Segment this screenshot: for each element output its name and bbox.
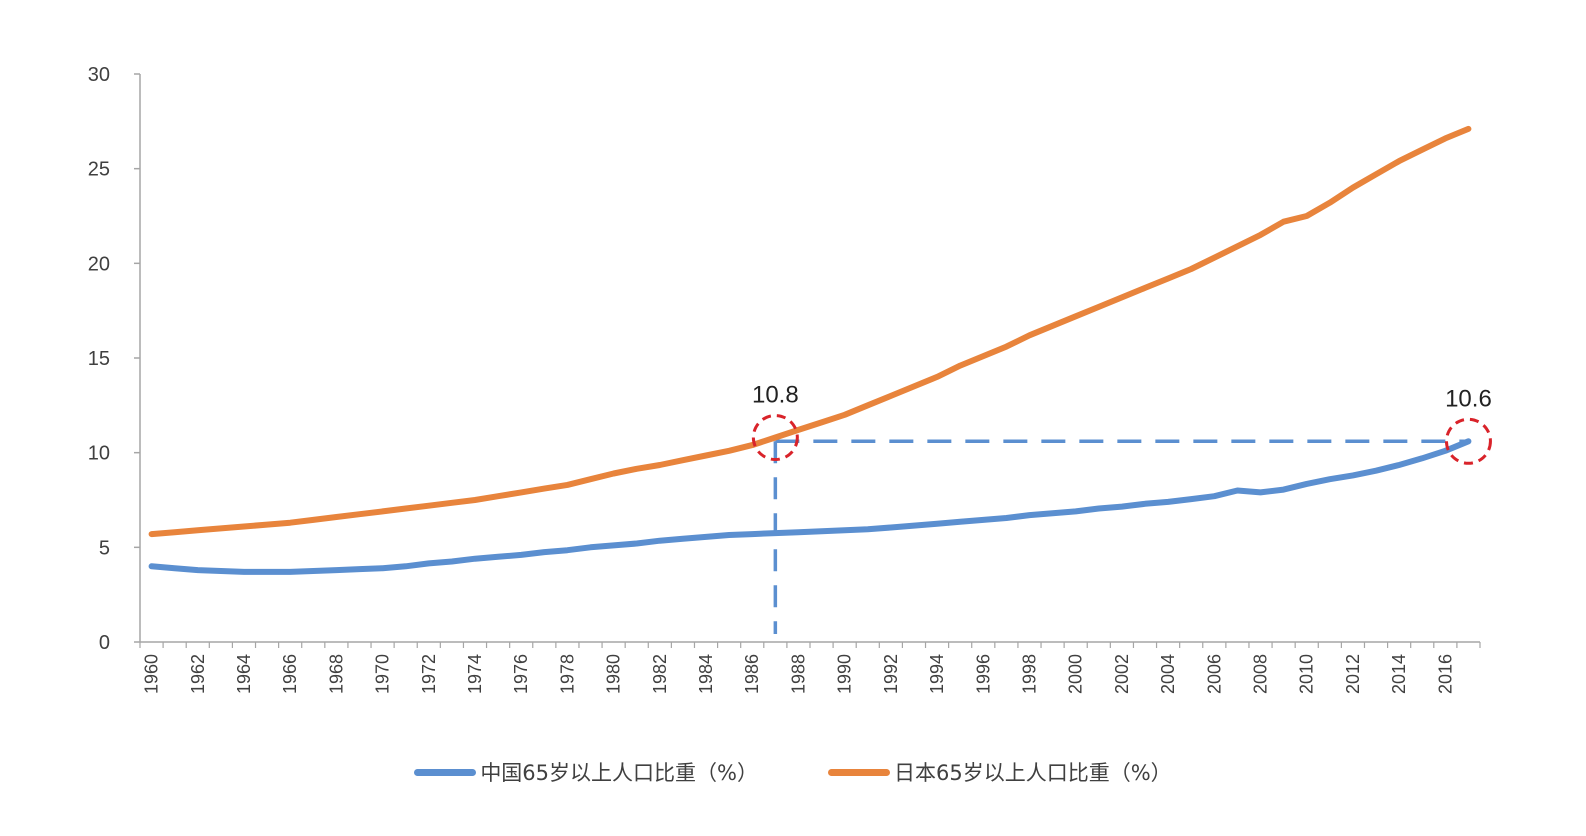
x-tick-label: 2010 [1297, 654, 1317, 694]
x-tick-label: 1998 [1019, 654, 1039, 694]
y-tick-label: 25 [88, 159, 110, 181]
series-line-china [148, 438, 1472, 575]
legend-label-china: 中国65岁以上人口比重（%） [480, 761, 758, 785]
series-lines [148, 125, 1472, 575]
annotations: 10.8 10.6 [751, 382, 1492, 465]
x-tick-label: 1978 [557, 654, 577, 694]
x-tick-label: 1970 [373, 654, 393, 694]
x-tick-label: 2000 [1066, 654, 1086, 694]
highlight-circle [751, 414, 799, 462]
x-tick-label: 1992 [881, 654, 901, 694]
x-tick-label: 2004 [1158, 654, 1178, 694]
x-tick-label: 1994 [927, 654, 947, 694]
series-line-japan [148, 125, 1472, 538]
x-tick-label: 1966 [280, 654, 300, 694]
x-tick-label: 1990 [835, 654, 855, 694]
data-label: 10.6 [1445, 385, 1492, 412]
x-tick-label: 1968 [326, 654, 346, 694]
y-axis-ticks: 0 5 10 15 20 25 30 [88, 64, 140, 654]
x-tick-label: 1976 [511, 654, 531, 694]
x-tick-label: 1982 [650, 654, 670, 694]
x-tick-label: 1974 [465, 654, 485, 694]
x-axis-ticks: 1960 1962 1964 1966 1968 1970 1972 1974 1976 1978… [139, 642, 1481, 694]
x-tick-label: 1996 [973, 654, 993, 694]
x-tick-label: 1962 [188, 654, 208, 694]
legend: 中国65岁以上人口比重（%） 日本65岁以上人口比重（%） [0, 757, 1586, 787]
x-tick-label: 2016 [1435, 654, 1455, 694]
y-tick-label: 20 [88, 253, 110, 275]
x-tick-label: 1980 [604, 654, 624, 694]
x-tick-label: 1972 [419, 654, 439, 694]
y-tick-label: 0 [99, 632, 110, 654]
y-tick-label: 15 [88, 348, 110, 370]
x-tick-label: 2012 [1343, 654, 1363, 694]
legend-item-japan: 日本65岁以上人口比重（%） [828, 757, 1172, 787]
line-chart: 0 5 10 15 20 25 30 1960 1962 1964 1966 1968 1970 197… [88, 64, 1492, 694]
x-tick-label: 1960 [142, 654, 162, 694]
x-tick-label: 2002 [1112, 654, 1132, 694]
legend-label-japan: 日本65岁以上人口比重（%） [894, 761, 1172, 785]
legend-item-china: 中国65岁以上人口比重（%） [414, 757, 758, 787]
guide-lines [773, 439, 1469, 634]
data-label: 10.8 [752, 382, 799, 409]
y-tick-label: 30 [88, 64, 110, 86]
x-tick-label: 1988 [788, 654, 808, 694]
y-tick-label: 5 [99, 537, 110, 559]
x-tick-label: 1986 [742, 654, 762, 694]
x-tick-label: 1964 [234, 654, 254, 694]
x-tick-label: 2008 [1251, 654, 1271, 694]
axes [139, 74, 1480, 643]
highlight-circle [1444, 417, 1492, 465]
x-tick-label: 2014 [1389, 654, 1409, 694]
x-tick-label: 2006 [1204, 654, 1224, 694]
y-tick-label: 10 [88, 443, 110, 465]
legend-swatch-china [414, 768, 477, 776]
x-tick-label: 1984 [696, 654, 716, 694]
legend-swatch-japan [828, 768, 890, 776]
